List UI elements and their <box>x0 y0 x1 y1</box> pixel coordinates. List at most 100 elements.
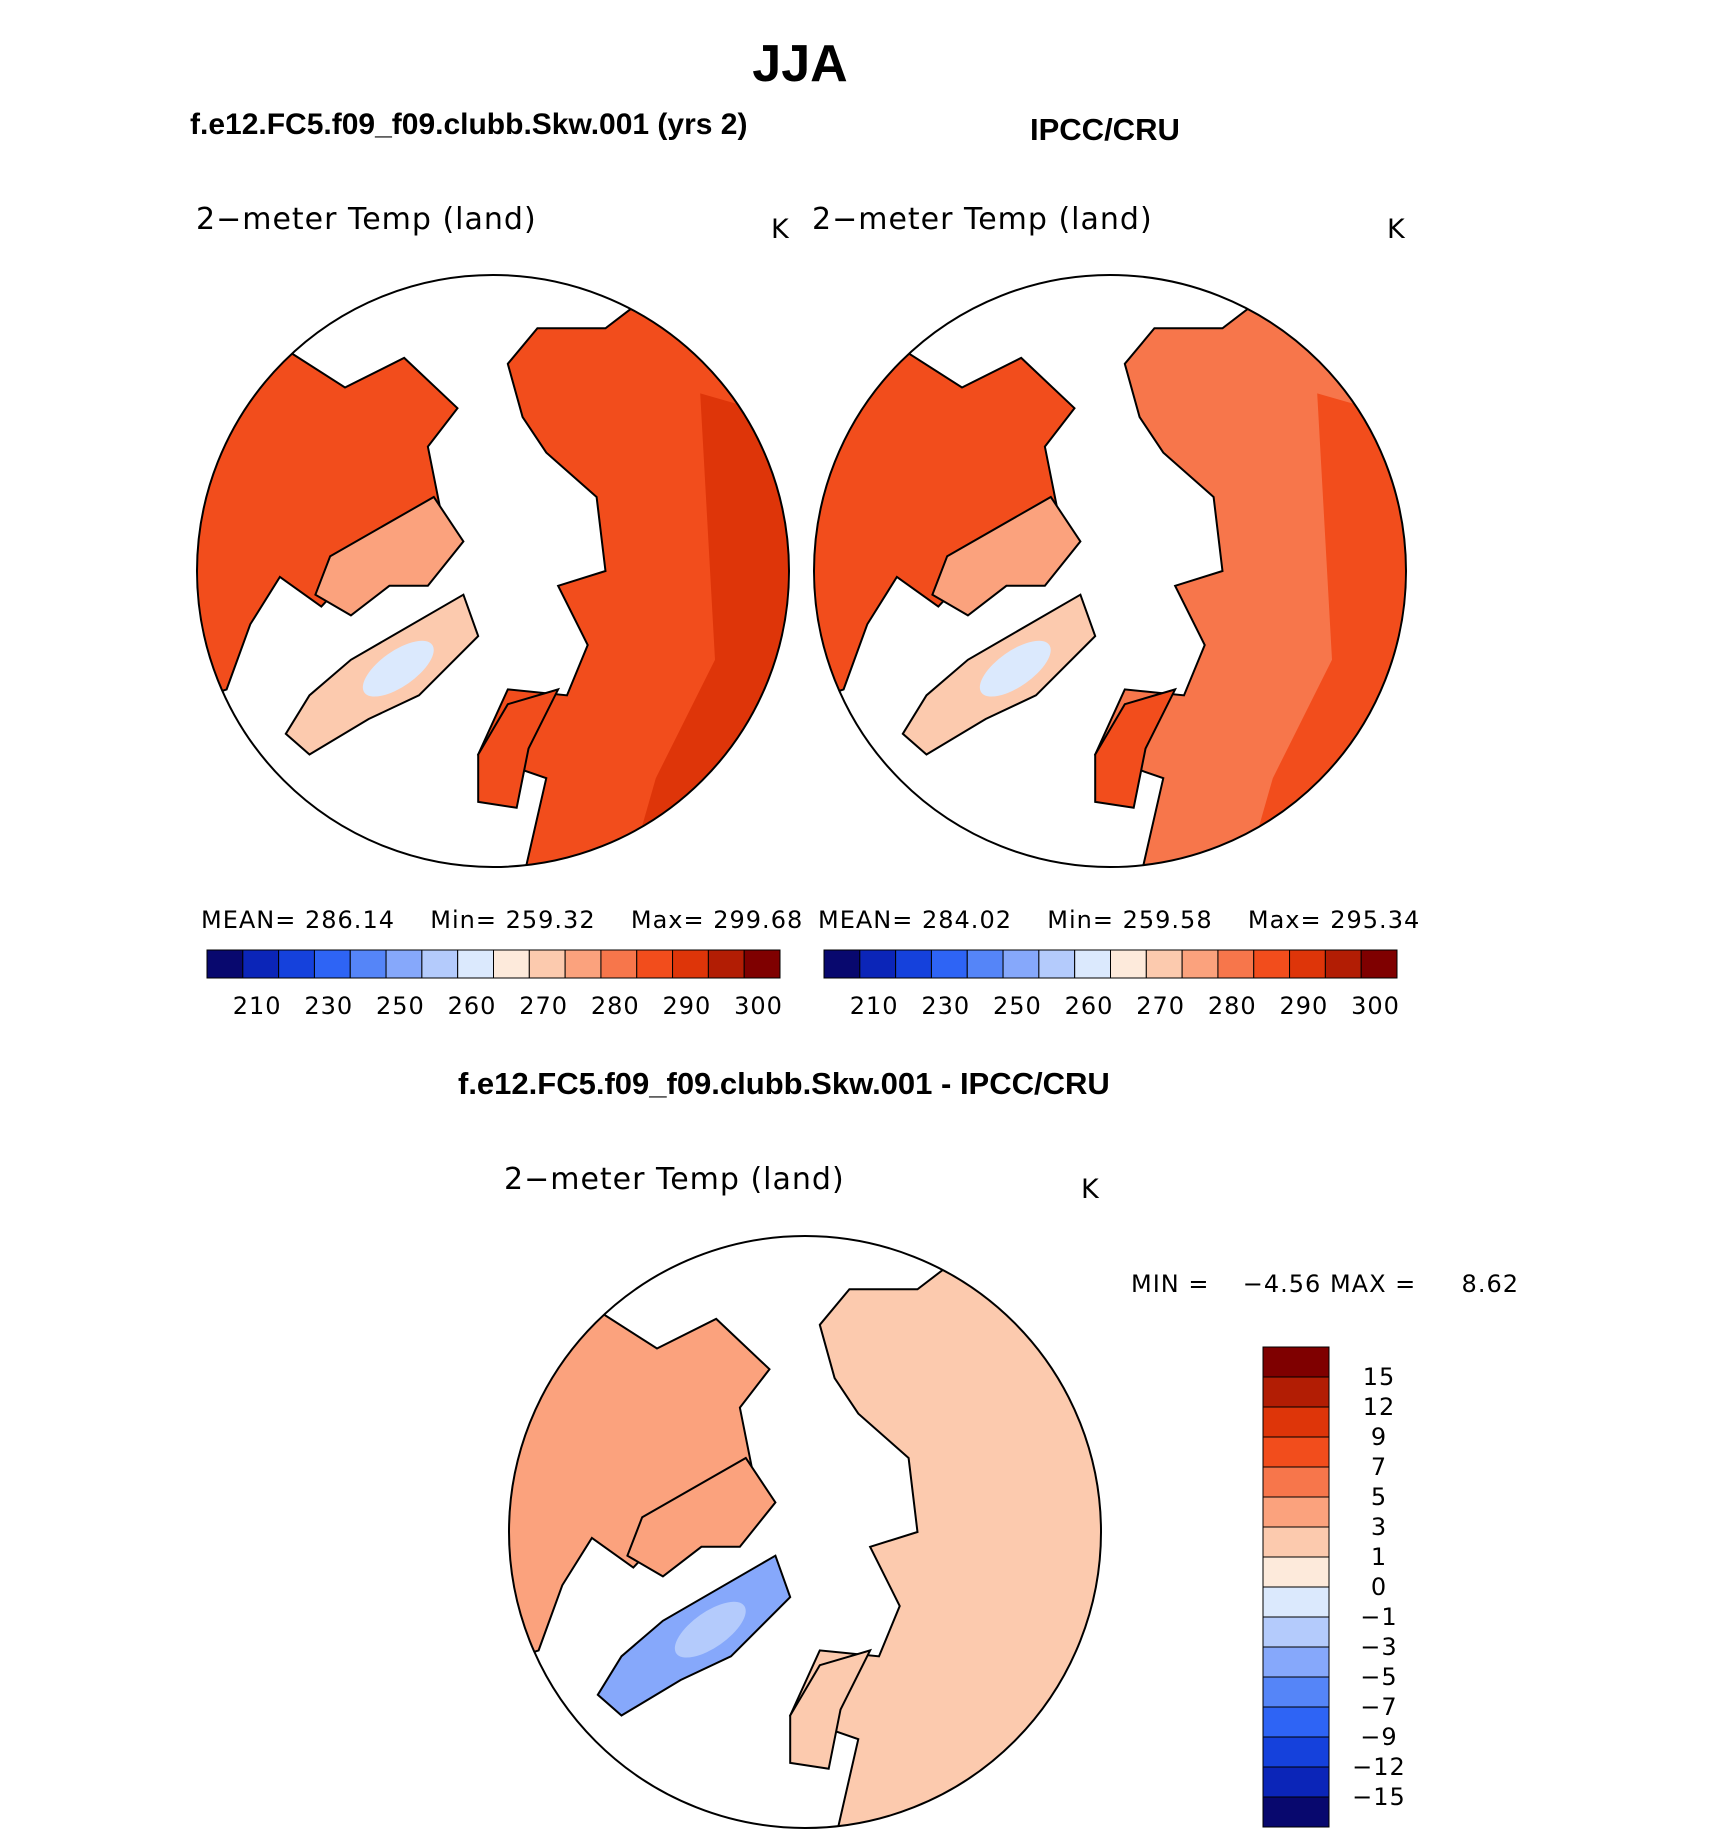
colorbar-tick-label: 250 <box>993 992 1042 1020</box>
colorbar-tick-label: 7 <box>1371 1453 1387 1481</box>
colorbar-tick-label: 210 <box>233 992 282 1020</box>
colorbar-tick-label: 260 <box>1065 992 1114 1020</box>
colorbar-swatch <box>1110 949 1147 979</box>
colorbar-swatch <box>1253 949 1291 979</box>
map3-min-value: −4.56 <box>1242 1270 1322 1298</box>
map2-max-label: Max= <box>1247 906 1322 934</box>
colorbar-tick-label: −3 <box>1360 1633 1397 1661</box>
map3-stats: MIN = −4.56 MAX = 8.62 <box>1131 1270 1519 1298</box>
map3-title: 2−meter Temp (land) <box>504 1162 845 1197</box>
colorbar-swatch <box>966 949 1004 979</box>
map-boundary-circle <box>196 274 790 868</box>
map2-units: K <box>1387 214 1406 245</box>
colorbar-swatch <box>1262 1376 1330 1408</box>
land-greenland-interior <box>979 640 1051 697</box>
colorbar-swatch <box>1262 1436 1330 1468</box>
colorbar-swatch <box>493 949 530 979</box>
map1-mean-label: MEAN= <box>201 906 297 934</box>
map2-min-value: 259.58 <box>1122 906 1213 934</box>
land-scandinavia <box>789 1648 873 1770</box>
colorbar-tick-label: 5 <box>1371 1483 1387 1511</box>
colorbar-swatch <box>313 949 351 979</box>
colorbar-swatch <box>636 949 674 979</box>
land-archipelago <box>931 495 1082 617</box>
colorbar-tick-label: 290 <box>662 992 711 1020</box>
map2-min-label: Min= <box>1047 906 1114 934</box>
colorbar-tick-label: 230 <box>921 992 970 1020</box>
colorbar-swatch <box>206 949 244 979</box>
map3-units: K <box>1081 1174 1100 1205</box>
colorbar-swatch <box>349 949 387 979</box>
colorbar-tick-label: −1 <box>1360 1603 1397 1631</box>
colorbar-swatch <box>743 949 781 979</box>
map2-mean-label: MEAN= <box>818 906 914 934</box>
colorbar-swatch <box>1289 949 1326 979</box>
page-title: JJA <box>752 35 848 93</box>
map1-stats: MEAN= 286.14 Min= 259.32 Max= 299.68 <box>201 906 803 934</box>
colorbar-tick-label: 230 <box>304 992 353 1020</box>
colorbar-tick-label: 12 <box>1363 1393 1396 1421</box>
colorbar-swatch <box>1038 949 1076 979</box>
colorbar-tick-label: 9 <box>1371 1423 1387 1451</box>
colorbar-swatch <box>707 949 745 979</box>
colorbar-swatch <box>1262 1766 1330 1798</box>
diff-panel-title: f.e12.FC5.f09_f09.clubb.Skw.001 - IPCC/C… <box>458 1066 1110 1101</box>
map1-mean-value: 286.14 <box>305 906 395 934</box>
colorbar-swatch <box>1181 949 1219 979</box>
map2-mean-value: 284.02 <box>922 906 1012 934</box>
colorbar-tick-label: −9 <box>1360 1723 1397 1751</box>
map3-max-label: MAX = <box>1329 1270 1417 1298</box>
map1-max-label: Max= <box>630 906 705 934</box>
colorbar-tick-label: 280 <box>1208 992 1257 1020</box>
colorbar-tick-label: −7 <box>1360 1693 1397 1721</box>
colorbar-swatch <box>1074 949 1111 979</box>
colorbar-swatch <box>895 949 932 979</box>
colorbar-swatch <box>1262 1676 1330 1708</box>
colorbar-tick-label: −5 <box>1360 1663 1397 1691</box>
colorbar-tick-label: 300 <box>1351 992 1400 1020</box>
colorbar-swatch <box>1262 1706 1330 1738</box>
colorbar-swatch <box>1262 1526 1330 1558</box>
colorbar-swatch <box>600 949 638 979</box>
map-boundary-circle <box>813 274 1407 868</box>
land-greenland-interior <box>362 640 434 697</box>
colorbar-tick-label: −12 <box>1352 1753 1406 1781</box>
colorbar-swatch <box>528 949 566 979</box>
colorbar-swatch <box>1262 1406 1330 1438</box>
colorbar-swatch <box>1262 1796 1330 1828</box>
map2-max-value: 295.34 <box>1330 906 1421 934</box>
colorbar-tick-label: 270 <box>519 992 568 1020</box>
colorbar-swatch <box>1262 1346 1330 1378</box>
land-archipelago <box>314 495 465 617</box>
colorbar-swatch <box>1262 1466 1330 1498</box>
map-boundary-circle <box>508 1235 1102 1829</box>
land-scandinavia <box>477 687 561 809</box>
colorbar-tick-label: 250 <box>376 992 425 1020</box>
colorbar-swatch <box>278 949 315 979</box>
colorbar-swatch <box>1262 1496 1330 1528</box>
map1-title: 2−meter Temp (land) <box>196 202 537 237</box>
colorbar-swatch <box>1217 949 1255 979</box>
map1-min-label: Min= <box>430 906 497 934</box>
colorbar-swatch <box>859 949 897 979</box>
colorbar-swatch <box>1262 1586 1330 1618</box>
map2-title: 2−meter Temp (land) <box>812 202 1153 237</box>
colorbar-swatch <box>564 949 602 979</box>
map3-max-value: 8.62 <box>1461 1270 1519 1298</box>
map1-max-value: 299.68 <box>713 906 804 934</box>
right-panel-title: IPCC/CRU <box>1030 112 1180 147</box>
land-greenland-interior <box>674 1601 746 1658</box>
colorbar-tick-label: 0 <box>1371 1573 1387 1601</box>
colorbar-tick-label: 290 <box>1279 992 1328 1020</box>
colorbar-swatch <box>1262 1646 1330 1678</box>
map1-units: K <box>771 214 790 245</box>
colorbar-swatch <box>1262 1736 1330 1768</box>
colorbar-tick-label: 280 <box>591 992 640 1020</box>
colorbar-swatch <box>1262 1616 1330 1648</box>
colorbar-tick-label: 3 <box>1371 1513 1387 1541</box>
